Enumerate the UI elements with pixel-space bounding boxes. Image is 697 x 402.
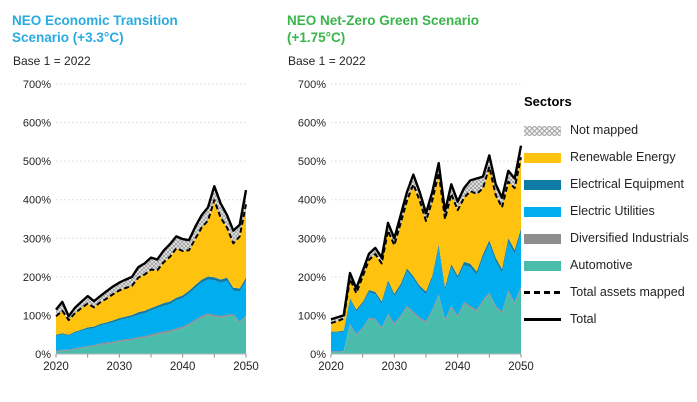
legend-label-automotive: Automotive	[570, 258, 633, 272]
legend-item-electrical-equipment: Electrical Equipment	[524, 177, 696, 192]
svg-text:2040: 2040	[170, 361, 196, 373]
legend-label-electric-utilities: Electric Utilities	[570, 204, 655, 218]
svg-text:400%: 400%	[23, 194, 51, 206]
legend-item-total: Total	[524, 312, 696, 327]
chart-title-economic-transition: NEO Economic Transition Scenario (+3.3°C…	[12, 13, 178, 46]
svg-text:2040: 2040	[445, 361, 471, 373]
legend-item-diversified-industrials: Diversified Industrials	[524, 231, 696, 246]
chart-subtitle-economic-transition: Base 1 = 2022	[13, 53, 91, 68]
svg-text:2020: 2020	[43, 361, 69, 373]
total-assets-mapped-swatch-icon	[524, 291, 561, 294]
svg-text:200%: 200%	[298, 271, 326, 283]
legend-item-automotive: Automotive	[524, 258, 696, 273]
svg-text:300%: 300%	[298, 233, 326, 245]
svg-text:100%: 100%	[298, 310, 326, 322]
legend-item-renewable-energy: Renewable Energy	[524, 150, 696, 165]
svg-text:600%: 600%	[298, 117, 326, 129]
chart-net-zero-green: NEO Net-Zero Green Scenario (+1.75°C) Ba…	[285, 12, 534, 378]
svg-text:500%: 500%	[23, 156, 51, 168]
legend-item-electric-utilities: Electric Utilities	[524, 204, 696, 219]
legend-label-diversified-industrials: Diversified Industrials	[570, 231, 689, 245]
svg-text:600%: 600%	[23, 117, 51, 129]
svg-text:0%: 0%	[35, 349, 51, 361]
chart-subtitle-net-zero-green: Base 1 = 2022	[288, 53, 366, 68]
net-zero-green-stacked-area-chart: 0% 100% 200% 300% 400% 500% 600% 700% 2020 2030 20…	[298, 79, 534, 373]
legend-title: Sectors	[524, 94, 572, 109]
svg-text:200%: 200%	[23, 271, 51, 283]
chart-economic-transition: NEO Economic Transition Scenario (+3.3°C…	[10, 12, 259, 378]
total-swatch-icon	[524, 318, 561, 321]
svg-text:300%: 300%	[23, 233, 51, 245]
svg-text:400%: 400%	[298, 194, 326, 206]
svg-text:2030: 2030	[382, 361, 408, 373]
economic-transition-stacked-area-chart: 0% 100% 200% 300% 400% 500% 600% 700% 2020 2030 20…	[23, 79, 259, 373]
legend: Sectors Not mapped Renewable Energy Electr…	[524, 94, 696, 327]
legend-label-total: Total	[570, 312, 597, 326]
svg-text:2030: 2030	[107, 361, 133, 373]
legend-label-renewable-energy: Renewable Energy	[570, 150, 676, 164]
svg-text:100%: 100%	[23, 310, 51, 322]
svg-text:0%: 0%	[310, 349, 326, 361]
legend-item-total-assets-mapped: Total assets mapped	[524, 285, 696, 300]
diversified-industrials-swatch-icon	[524, 233, 561, 244]
svg-text:700%: 700%	[298, 79, 326, 91]
svg-text:700%: 700%	[23, 79, 51, 91]
chart-title-net-zero-green: NEO Net-Zero Green Scenario (+1.75°C)	[287, 13, 480, 46]
legend-item-not-mapped: Not mapped	[524, 123, 696, 138]
renewable-energy-swatch-icon	[524, 152, 561, 163]
legend-label-electrical-equipment: Electrical Equipment	[570, 177, 684, 191]
svg-text:2050: 2050	[508, 361, 534, 373]
svg-text:2050: 2050	[233, 361, 259, 373]
svg-text:2020: 2020	[318, 361, 344, 373]
legend-label-not-mapped: Not mapped	[570, 123, 639, 137]
svg-text:500%: 500%	[298, 156, 326, 168]
charts-row: NEO Economic Transition Scenario (+3.3°C…	[10, 12, 534, 378]
legend-label-total-assets-mapped: Total assets mapped	[570, 285, 685, 299]
not-mapped-swatch-icon	[524, 125, 561, 136]
automotive-swatch-icon	[524, 260, 561, 271]
electric-utilities-swatch-icon	[524, 206, 561, 217]
electrical-equipment-swatch-icon	[524, 179, 561, 190]
legend-items: Not mapped Renewable Energy Electrical Equ…	[524, 123, 696, 327]
